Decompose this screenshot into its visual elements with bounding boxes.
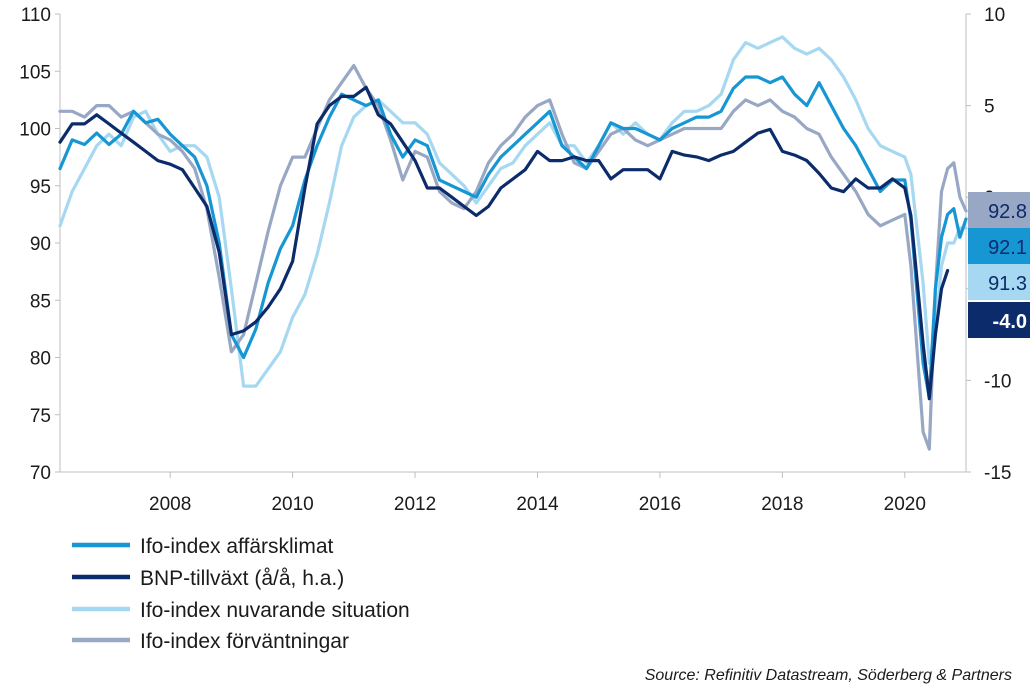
x-tick-label: 2012 — [394, 494, 436, 515]
end-value-badges: 92.8 92.1 91.3 -4.0 — [968, 192, 1030, 338]
x-tick-label: 2018 — [761, 494, 803, 515]
end-badge-value: 91.3 — [988, 273, 1027, 295]
x-tick-label: 2014 — [516, 494, 559, 515]
y-left-tick-label: 100 — [19, 120, 51, 141]
x-tick-label: 2016 — [639, 494, 681, 515]
y-left-tick-label: 95 — [30, 177, 51, 198]
legend: Ifo-index affärsklimat BNP-tillväxt (å/å,… — [72, 535, 410, 653]
end-badge-value: 92.8 — [988, 201, 1027, 223]
y-right-tick-label: 5 — [984, 97, 995, 118]
x-tick-label: 2020 — [884, 494, 926, 515]
y-left-tick-label: 70 — [30, 463, 51, 484]
y-left-tick-label: 85 — [30, 291, 51, 312]
series-line-bnp-tillvaxt — [58, 85, 950, 401]
end-badge-value: -4.0 — [993, 311, 1027, 333]
series-line-nuvarande-situation — [58, 35, 968, 388]
y-left-tick-label: 90 — [30, 234, 51, 255]
end-badge-value: 92.1 — [988, 237, 1027, 259]
legend-label: Ifo-index nuvarande situation — [140, 599, 410, 622]
y-left-tick-label: 75 — [30, 406, 51, 427]
y-right-tick-label: -15 — [984, 463, 1011, 484]
x-tick-label: 2008 — [149, 494, 191, 515]
y-right-tick-label: -10 — [984, 371, 1011, 392]
y-right-tick-label: 10 — [984, 5, 1005, 26]
axes: 707580859095100105110-15-10-505102008201… — [19, 5, 1011, 515]
series-line-forvantningar — [58, 63, 968, 451]
x-tick-label: 2010 — [271, 494, 313, 515]
end-badge-bg — [968, 192, 1030, 228]
y-left-tick-label: 80 — [30, 349, 51, 370]
y-left-tick-label: 110 — [21, 5, 51, 26]
legend-label: Ifo-index affärsklimat — [140, 535, 334, 558]
end-badge-bg — [968, 228, 1030, 264]
end-badge-bg — [968, 302, 1030, 338]
end-badge-bg — [968, 264, 1030, 300]
series-lines — [58, 35, 968, 451]
legend-label: BNP-tillväxt (å/å, h.a.) — [140, 567, 344, 590]
legend-label: Ifo-index förväntningar — [140, 630, 349, 653]
source-note: Source: Refinitiv Datastream, Söderberg … — [645, 667, 1012, 684]
series-line-affarsklimat — [58, 75, 968, 400]
y-left-tick-label: 105 — [19, 62, 51, 83]
